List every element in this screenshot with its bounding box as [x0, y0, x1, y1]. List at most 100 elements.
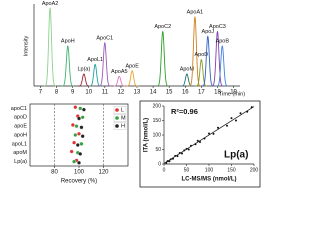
dot	[69, 149, 74, 154]
dot	[77, 116, 81, 121]
x-tick-label: 50	[184, 167, 190, 173]
y-tick-label: apoC1	[11, 106, 27, 112]
y-axis-title: Intensity	[23, 36, 29, 57]
peak-label: ApoA2	[42, 1, 59, 7]
dot	[75, 143, 80, 148]
peak	[216, 45, 229, 87]
x-tick-label: 10	[85, 90, 92, 96]
x-axis-title: LC-MS/MS (nmol/L)	[182, 177, 237, 183]
y-tick-label: 100	[153, 132, 162, 138]
dot	[80, 134, 85, 139]
dot	[78, 151, 83, 156]
x-tick-label: 12	[118, 90, 125, 96]
legend-label: L	[121, 107, 124, 113]
peak	[98, 41, 111, 87]
x-tick-label: 9	[71, 90, 75, 96]
point	[250, 106, 253, 109]
point	[185, 147, 188, 150]
point	[208, 132, 210, 135]
point	[230, 117, 233, 120]
y-axis-title: ITA (nmol/L)	[144, 118, 150, 152]
point	[239, 112, 242, 115]
trend-line	[163, 106, 255, 164]
peak	[89, 63, 101, 87]
peak-label: ApoA5	[111, 69, 128, 75]
panel-label: Lp(a)	[224, 150, 248, 161]
point	[246, 110, 249, 113]
point	[174, 154, 177, 157]
peak-label: ApoE	[125, 63, 139, 69]
peak-label: ApoL1	[87, 57, 103, 63]
y-tick-label: apoM	[13, 150, 27, 156]
dot	[72, 140, 77, 145]
peak-label: ApoA1	[187, 10, 204, 16]
dot	[78, 106, 83, 111]
legend-swatch	[115, 124, 119, 128]
point	[187, 148, 190, 151]
x-tick-label: 18	[214, 90, 221, 96]
x-tick-label: 8	[55, 90, 59, 96]
peak	[113, 75, 126, 87]
panel-frame	[139, 100, 261, 188]
legend-box	[113, 122, 127, 130]
peak	[126, 70, 138, 87]
x-tick-label: 0	[163, 167, 166, 173]
peak	[156, 30, 169, 87]
x-tick-label: 120	[98, 170, 109, 176]
x-tick-label: 150	[227, 167, 236, 173]
peak	[202, 35, 214, 87]
point	[217, 126, 219, 129]
legend-label: M	[121, 115, 126, 121]
point	[176, 155, 179, 158]
dot	[79, 141, 84, 146]
x-tick-label: 13	[134, 90, 141, 96]
legend-box	[113, 114, 127, 122]
point	[194, 143, 197, 146]
y-tick-label: apoE	[14, 124, 27, 130]
x-tick-label: 15	[166, 90, 173, 96]
point	[165, 161, 168, 164]
peak-label: ApoM	[180, 66, 195, 72]
x-tick-label: 7	[39, 90, 43, 96]
y-tick-label: apoH	[14, 132, 27, 138]
peak	[189, 16, 201, 87]
dot	[74, 124, 79, 129]
point	[226, 124, 228, 127]
x-axis-title: Time (min)	[219, 91, 245, 97]
y-tick-label: apoD	[14, 115, 27, 121]
y-tick-label: apoL1	[12, 141, 27, 147]
peak	[78, 73, 90, 87]
point	[199, 140, 201, 143]
legend-swatch	[115, 108, 119, 112]
dot	[73, 133, 78, 137]
point	[190, 144, 192, 147]
point	[203, 137, 206, 140]
x-tick-label: 100	[205, 167, 214, 173]
peak-label: ApoD	[194, 52, 208, 58]
point	[178, 151, 181, 154]
legend-swatch	[115, 116, 119, 120]
point	[172, 157, 174, 160]
dot	[81, 107, 86, 112]
peak-label: ApoH	[61, 38, 75, 44]
dot	[79, 125, 84, 130]
x-tick-label: 16	[182, 90, 189, 96]
peak	[195, 58, 208, 87]
peak	[61, 45, 74, 87]
dot	[80, 115, 85, 120]
y-tick-label: 50	[155, 147, 161, 153]
x-tick-label: 19	[230, 90, 237, 96]
peak-label: ApoC3	[209, 24, 226, 30]
point	[181, 152, 183, 155]
dot	[73, 105, 78, 110]
point	[169, 158, 172, 161]
y-tick-label: 150	[153, 118, 162, 124]
annotation: R²=0.96	[171, 107, 198, 116]
point	[212, 132, 215, 135]
dot	[77, 160, 81, 165]
x-tick-label: 17	[198, 90, 205, 96]
dot	[70, 122, 75, 127]
point	[196, 139, 199, 142]
y-tick-label: Lp(a)	[14, 159, 27, 165]
